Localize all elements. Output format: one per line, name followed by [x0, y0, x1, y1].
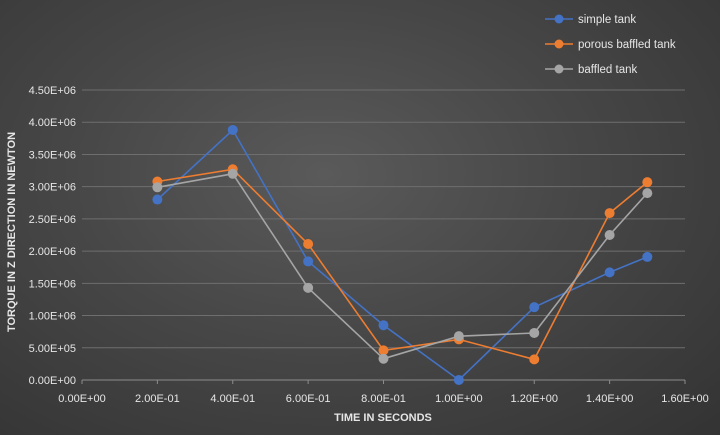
x-tick-label: 4.00E-01 [210, 393, 255, 405]
x-tick-label: 0.00E+00 [58, 393, 105, 405]
y-tick-label: 4.00E+06 [29, 117, 76, 129]
legend: simple tank porous baffled tank baffled ta… [545, 14, 676, 76]
x-tick-label: 8.00E-01 [361, 393, 406, 405]
y-tick-label: 5.00E+05 [29, 343, 76, 355]
legend-marker-simple-tank [554, 14, 564, 24]
y-tick-label: 0.00E+00 [29, 375, 76, 387]
data-point-baffled-tank [227, 168, 238, 179]
y-tick-label: 3.50E+06 [29, 149, 76, 161]
x-axis-title: TIME IN SECONDS [334, 412, 432, 424]
data-point-simple-tank [303, 256, 314, 267]
data-point-baffled-tank [642, 188, 653, 199]
data-point-simple-tank [529, 302, 540, 313]
legend-marker-baffled-tank [554, 64, 564, 74]
y-tick-label: 3.00E+06 [29, 182, 76, 194]
data-point-simple-tank [604, 267, 615, 278]
data-point-simple-tank [453, 375, 464, 385]
data-point-baffled-tank [152, 182, 163, 193]
data-point-porous-baffled-tank [642, 177, 653, 188]
data-point-baffled-tank [453, 331, 464, 342]
series-line-simple-tank [156, 128, 648, 382]
data-point-simple-tank [642, 251, 653, 262]
x-tick-label: 1.20E+00 [511, 393, 558, 405]
data-point-porous-baffled-tank [303, 239, 314, 250]
data-point-porous-baffled-tank [604, 208, 615, 219]
x-tick-label: 6.00E-01 [286, 393, 331, 405]
series-line-porous-baffled-tank [157, 168, 648, 361]
data-point-simple-tank [152, 194, 163, 205]
gridlines [82, 89, 685, 381]
x-tick-label: 1.60E+00 [661, 393, 708, 405]
data-point-baffled-tank [529, 327, 540, 338]
legend-label-baffled-tank: baffled tank [578, 64, 638, 76]
axes: 0.00E+00 5.00E+05 1.00E+06 1.50E+06 2.00E+06… [29, 85, 709, 405]
data-point-simple-tank [227, 124, 238, 135]
legend-label-porous-baffled-tank: porous baffled tank [578, 39, 676, 51]
y-tick-label: 2.50E+06 [29, 214, 76, 226]
series-line-baffled-tank [157, 172, 648, 360]
data-point-porous-baffled-tank [529, 354, 540, 365]
data-point-baffled-tank [604, 230, 615, 240]
legend-label-simple-tank: simple tank [578, 14, 636, 26]
y-axis-title: TORQUE IN Z DIRECTION IN NEWTON [6, 132, 18, 332]
data-point-simple-tank [378, 320, 389, 331]
y-tick-label: 1.50E+06 [29, 278, 76, 290]
y-tick-label: 1.00E+06 [29, 311, 76, 323]
data-point-baffled-tank [303, 282, 314, 293]
x-tick-label: 1.40E+00 [586, 393, 633, 405]
data-point-porous-baffled-tank [378, 345, 389, 356]
y-tick-label: 4.50E+06 [29, 85, 76, 97]
x-tick-label: 2.00E-01 [135, 393, 180, 405]
x-tick-label: 1.00E+00 [435, 393, 482, 405]
series-layer [152, 124, 653, 385]
data-point-baffled-tank [378, 353, 389, 364]
y-tick-label: 2.00E+06 [29, 246, 76, 258]
legend-marker-porous-baffled-tank [554, 39, 564, 49]
